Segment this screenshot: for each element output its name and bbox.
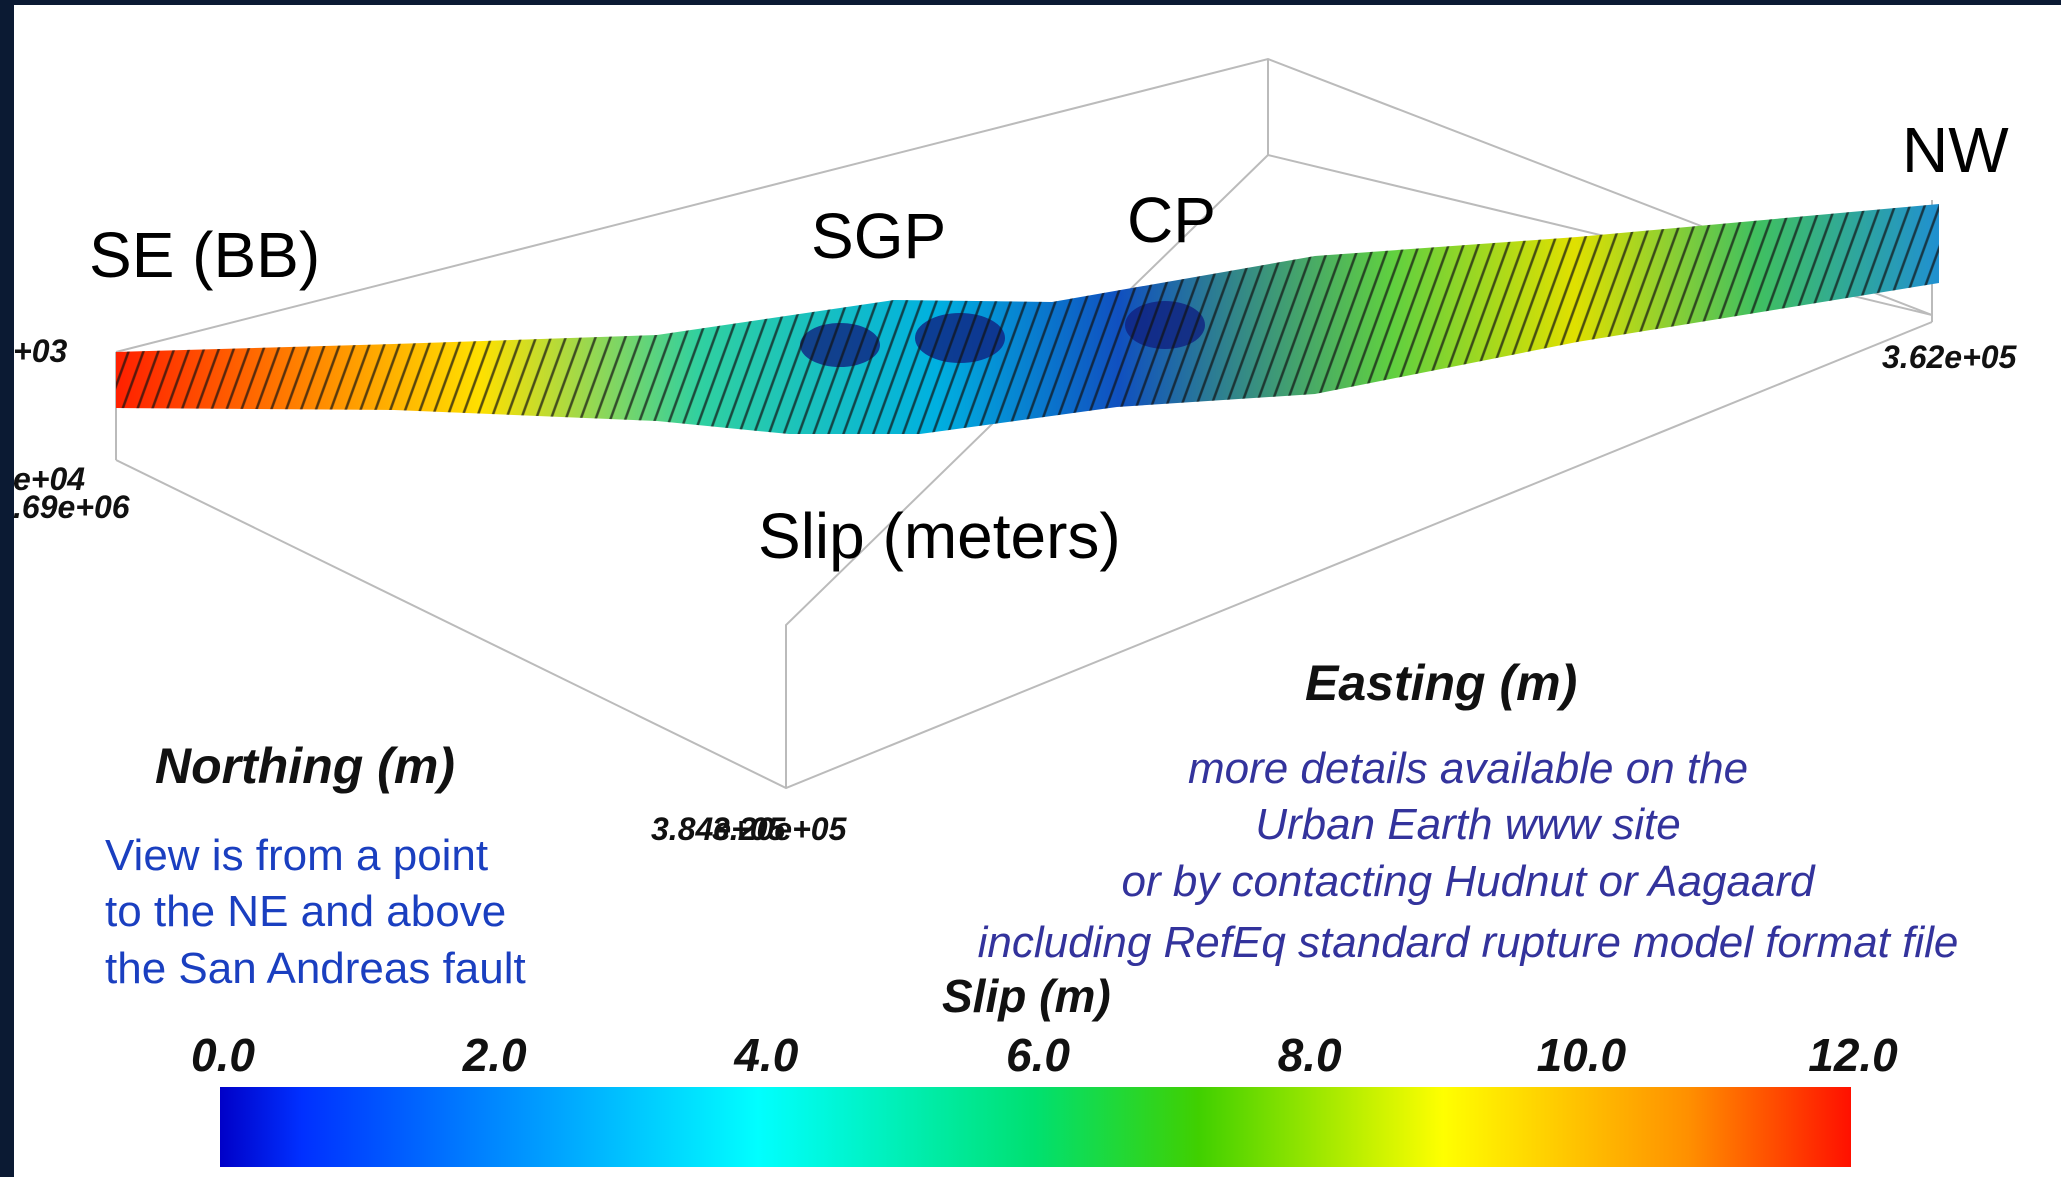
region-label: SGP [811,200,946,272]
region-label: CP [1127,184,1216,256]
note-line: or by contacting Hudnut or Aagaard [1121,857,1816,906]
note-line: more details available on the [1188,744,1748,793]
colorbar-tick: 10.0 [1537,1029,1627,1081]
plot-title: Slip (meters) [758,500,1121,572]
note-line: including RefEq standard rupture model f… [978,918,1959,967]
colorbar-tick: 2.0 [462,1029,527,1081]
colorbar [220,1087,1851,1167]
note-line: Urban Earth www site [1255,800,1680,849]
note-line: View is from a point [105,831,488,880]
colorbar-tick: 0.0 [191,1029,255,1081]
axis-title: Northing (m) [155,738,455,794]
slide: +03 e+04 .69e+06 3.62e+05 3.84e+05 3.20e… [0,0,2061,1177]
axis-title: Easting (m) [1305,655,1577,711]
colorbar-tick: 8.0 [1278,1029,1342,1081]
axis-tick: 3.20e+05 [712,811,848,847]
axis-tick: +03 [13,333,67,369]
axis-tick: 3.62e+05 [1882,339,2018,375]
region-label: SE (BB) [89,219,320,291]
axis-tick: .69e+06 [13,489,130,525]
note-line: to the NE and above [105,887,506,936]
note-line: the San Andreas fault [105,944,526,993]
colorbar-tick: 4.0 [733,1029,798,1081]
colorbar-tick: 6.0 [1006,1029,1070,1081]
colorbar-title: Slip (m) [942,970,1111,1022]
region-label: NW [1902,114,2009,186]
colorbar-tick: 12.0 [1808,1029,1898,1081]
